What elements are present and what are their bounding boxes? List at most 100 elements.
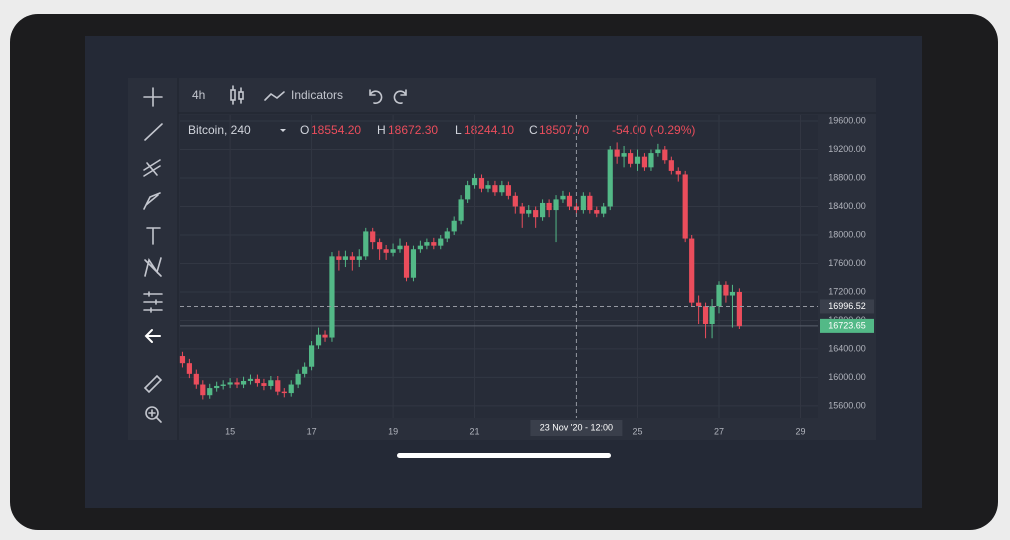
candle-body	[424, 242, 430, 246]
legend-value: 18554.20	[311, 123, 361, 137]
y-tick-label: 16400.00	[828, 343, 866, 353]
candle-body	[207, 388, 213, 396]
candle-body	[634, 156, 641, 164]
candle-body	[383, 249, 389, 253]
pattern-tool[interactable]	[144, 257, 162, 277]
candle-body	[193, 373, 199, 385]
indicators-button[interactable]: Indicators	[291, 88, 343, 102]
symbol-caret	[280, 129, 286, 132]
candle-body	[342, 256, 349, 260]
candle-body	[261, 383, 267, 386]
candle-body	[621, 153, 627, 157]
candle-body	[512, 195, 518, 207]
candle-body	[465, 185, 471, 200]
x-tick-label: 19	[388, 426, 398, 436]
y-tick-label: 17200.00	[828, 286, 866, 296]
y-tick-label: 18400.00	[828, 201, 866, 211]
candle-body	[329, 256, 335, 338]
candle-body	[281, 391, 287, 394]
zoom-tool[interactable]	[145, 406, 159, 420]
candle-body	[295, 373, 301, 385]
y-tick-label: 19600.00	[828, 115, 866, 125]
candle-body	[349, 256, 355, 260]
redo-button[interactable]	[393, 89, 407, 104]
candle-body	[689, 238, 695, 303]
candle-type-icon[interactable]	[230, 85, 244, 105]
candle-body	[363, 231, 369, 257]
y-tick-label: 18800.00	[828, 172, 866, 182]
symbol[interactable]: Bitcoin, 240	[188, 123, 251, 137]
candle-body	[431, 242, 437, 246]
candle-body	[566, 195, 573, 207]
fib-tool[interactable]	[143, 159, 161, 177]
x-tick-label: 21	[470, 426, 480, 436]
candle-body	[315, 334, 322, 346]
candle-body	[247, 378, 254, 381]
candle-body	[458, 199, 464, 221]
legend-label: H	[377, 123, 386, 137]
plot: 15600.0016000.0016400.0016800.0017200.00…	[179, 115, 874, 436]
candle-body	[499, 185, 505, 193]
candle-body	[627, 153, 634, 164]
candle-body	[186, 363, 192, 374]
candle-body	[492, 185, 498, 193]
legend-value: 18672.30	[388, 123, 438, 137]
candle-body	[662, 149, 668, 161]
candle-body	[553, 199, 559, 211]
candle-body	[377, 242, 383, 250]
change: -54.00 (-0.29%)	[612, 123, 695, 137]
x-tick-label: 25	[633, 426, 643, 436]
drawing-tools	[143, 87, 163, 423]
trendline-tool[interactable]	[144, 123, 163, 141]
crosshair-time-box	[530, 420, 623, 436]
candle-body	[397, 245, 403, 250]
candle-body	[471, 178, 478, 186]
candle-body	[607, 149, 613, 207]
candle-body	[614, 149, 620, 157]
measure-tool[interactable]	[143, 374, 163, 394]
y-tick-label: 19200.00	[828, 144, 866, 154]
x-tick-label: 27	[714, 426, 724, 436]
interval[interactable]: 4h	[192, 88, 205, 102]
zoom-tool-plus[interactable]	[148, 409, 162, 423]
candle-body	[519, 206, 525, 214]
candle-body	[539, 202, 546, 218]
candle-body	[485, 185, 491, 189]
prediction-tool[interactable]	[143, 291, 163, 313]
undo-button[interactable]	[369, 89, 383, 104]
x-tick-label: 15	[225, 426, 235, 436]
ohlc-legend: O 18554.20 H 18672.30 L 18244.10 C 18507.70	[300, 123, 589, 137]
candle-body	[709, 306, 715, 325]
home-indicator	[397, 453, 611, 458]
candle-body	[444, 231, 450, 239]
brush-tool[interactable]	[143, 192, 161, 210]
legend-label: O	[300, 123, 309, 137]
candle-body	[594, 210, 600, 214]
text-tool[interactable]	[146, 227, 161, 245]
y-tick-label: 15600.00	[828, 400, 866, 410]
candle-body	[682, 174, 688, 239]
candle-body	[179, 356, 186, 364]
candle-body	[533, 210, 539, 218]
candle-body	[716, 284, 722, 307]
candle-body	[288, 384, 294, 394]
last-price-label: 16723.65	[828, 320, 866, 330]
candle-body	[587, 195, 593, 211]
crosshair-tool[interactable]	[143, 87, 163, 107]
legend-value: 18244.10	[464, 123, 514, 137]
candle-body	[302, 366, 308, 374]
candle-body	[451, 220, 457, 232]
candle-body	[220, 384, 226, 386]
legend-label: L	[455, 123, 462, 137]
crosshair-price-label: 16996.52	[828, 301, 866, 311]
chart-pane	[180, 115, 818, 418]
x-tick-label: 29	[795, 426, 805, 436]
last-price-box	[820, 318, 874, 333]
candle-body	[438, 238, 444, 246]
candle-body	[227, 382, 233, 385]
candle-body	[729, 291, 736, 296]
crosshair-price-box	[820, 299, 874, 314]
back-tool[interactable]	[144, 329, 161, 343]
candle-body	[580, 195, 586, 211]
